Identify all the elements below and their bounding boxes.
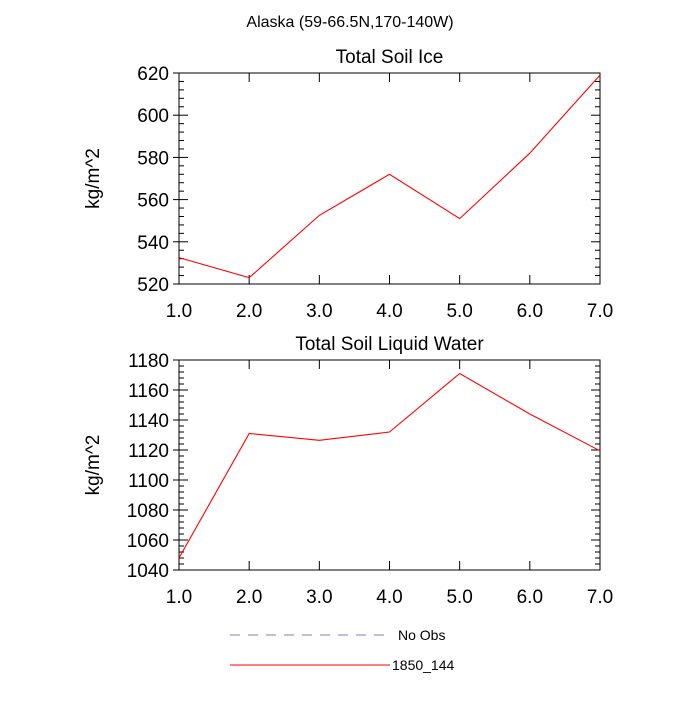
chart-panel-1: Total Soil Ice kg/m^2 1.0 2.0 3.0 4.0 5.0 6.0 7.… — [83, 47, 613, 322]
x-tick-label: 6.0 — [517, 587, 543, 608]
panel-title: Total Soil Liquid Water — [295, 334, 484, 355]
x-tick-label: 2.0 — [236, 587, 262, 608]
chart-panel-2: Total Soil Liquid Water kg/m^2 1.0 2.0 3.0 4.… — [83, 334, 613, 608]
series-line-1850_144 — [178, 74, 601, 279]
legend-label-2: 1850_144 — [392, 657, 455, 673]
y-tick-label: 620 — [137, 64, 169, 85]
y-tick-label: 1040 — [127, 561, 169, 582]
x-tick-label: 5.0 — [446, 587, 472, 608]
x-tick-label: 4.0 — [376, 301, 402, 322]
x-tick-label: 3.0 — [306, 301, 332, 322]
x-tick-label: 7.0 — [587, 301, 613, 322]
y-tick-label: 580 — [137, 148, 169, 169]
figure-title: Alaska (59-66.5N,170-140W) — [246, 14, 453, 31]
y-tick-label: 1080 — [127, 501, 169, 522]
y-tick-label: 1060 — [127, 531, 169, 552]
y-tick-label: 600 — [137, 106, 169, 127]
x-tick-label: 3.0 — [306, 587, 332, 608]
y-axis-label: kg/m^2 — [83, 148, 104, 209]
y-tick-label: 1160 — [128, 381, 169, 402]
legend-label-1: No Obs — [398, 627, 445, 643]
y-tick-label: 540 — [137, 233, 169, 254]
y-tick-label: 1100 — [128, 471, 169, 492]
legend: No Obs 1850_144 — [230, 627, 455, 673]
x-tick-label: 7.0 — [587, 587, 613, 608]
y-tick-label: 560 — [137, 191, 169, 212]
y-tick-label: 1180 — [128, 351, 169, 372]
y-tick-label: 1120 — [128, 441, 169, 462]
x-tick-label: 2.0 — [236, 301, 262, 322]
x-tick-label: 4.0 — [376, 587, 402, 608]
series-line-1850_144 — [178, 372, 601, 559]
y-tick-label: 1140 — [128, 411, 169, 432]
plot-frame — [178, 359, 601, 571]
y-axis-label: kg/m^2 — [83, 435, 104, 496]
y-tick-label: 520 — [137, 275, 169, 296]
x-tick-label: 5.0 — [446, 301, 472, 322]
x-tick-label: 1.0 — [166, 587, 192, 608]
plot-frame — [178, 72, 601, 285]
x-tick-label: 1.0 — [166, 301, 192, 322]
panel-title: Total Soil Ice — [336, 47, 444, 68]
x-tick-label: 6.0 — [517, 301, 543, 322]
